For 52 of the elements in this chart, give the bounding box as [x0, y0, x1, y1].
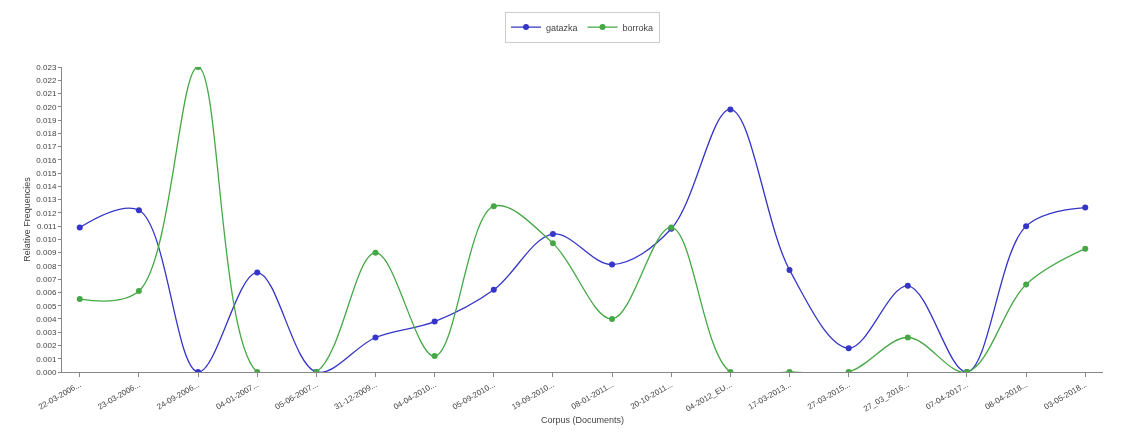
y-tick-label: 0.012	[36, 208, 57, 218]
point	[1023, 281, 1030, 288]
y-tick-label: 0.015	[36, 168, 57, 178]
y-tick-label: 0.013	[36, 195, 57, 205]
y-tick-label: 0.000	[36, 367, 57, 377]
y-tick-label: 0.001	[36, 354, 57, 364]
point	[135, 207, 142, 214]
y-tick-label: 0.017	[36, 142, 57, 152]
y-tick-label: 0.022	[36, 76, 57, 86]
point	[904, 334, 911, 341]
point	[372, 249, 379, 256]
point	[1082, 245, 1089, 252]
y-tick-label: 0.021	[36, 89, 57, 99]
point	[431, 353, 438, 360]
point	[431, 318, 438, 325]
y-axis-title: Relative Frequencies	[21, 176, 32, 262]
y-tick-label: 0.009	[36, 248, 57, 258]
y-tick-label: 0.020	[36, 102, 57, 112]
y-tick-label: 0.003	[36, 328, 57, 338]
legend-label: gatazka	[546, 22, 578, 33]
point	[786, 266, 793, 273]
y-tick-label: 0.008	[36, 261, 57, 271]
point	[609, 315, 616, 322]
point	[76, 224, 83, 231]
y-tick-label: 0.019	[36, 115, 57, 125]
point	[904, 282, 911, 289]
y-tick-label: 0.014	[36, 182, 57, 192]
y-tick-label: 0.004	[36, 314, 57, 324]
point	[549, 231, 556, 238]
point	[135, 288, 142, 295]
y-tick-label: 0.011	[36, 221, 57, 231]
point	[490, 286, 497, 293]
point	[549, 240, 556, 247]
point	[254, 269, 261, 276]
y-tick-label: 0.016	[36, 155, 57, 165]
point	[1082, 204, 1089, 211]
point	[490, 203, 497, 210]
point	[76, 296, 83, 303]
y-tick-label: 0.023	[36, 62, 57, 72]
point	[845, 345, 852, 352]
y-tick-label: 0.007	[36, 274, 57, 284]
y-tick-label: 0.002	[36, 341, 57, 351]
point	[372, 334, 379, 341]
legend-label: borroka	[622, 22, 654, 33]
y-tick-label: 0.018	[36, 129, 57, 139]
y-tick-label: 0.010	[36, 235, 57, 245]
x-axis-title: Corpus (Documents)	[540, 415, 625, 426]
y-tick-label: 0.005	[36, 301, 57, 311]
point	[1023, 223, 1030, 230]
y-tick-label: 0.006	[36, 288, 57, 298]
point	[609, 261, 616, 268]
point	[727, 106, 734, 113]
